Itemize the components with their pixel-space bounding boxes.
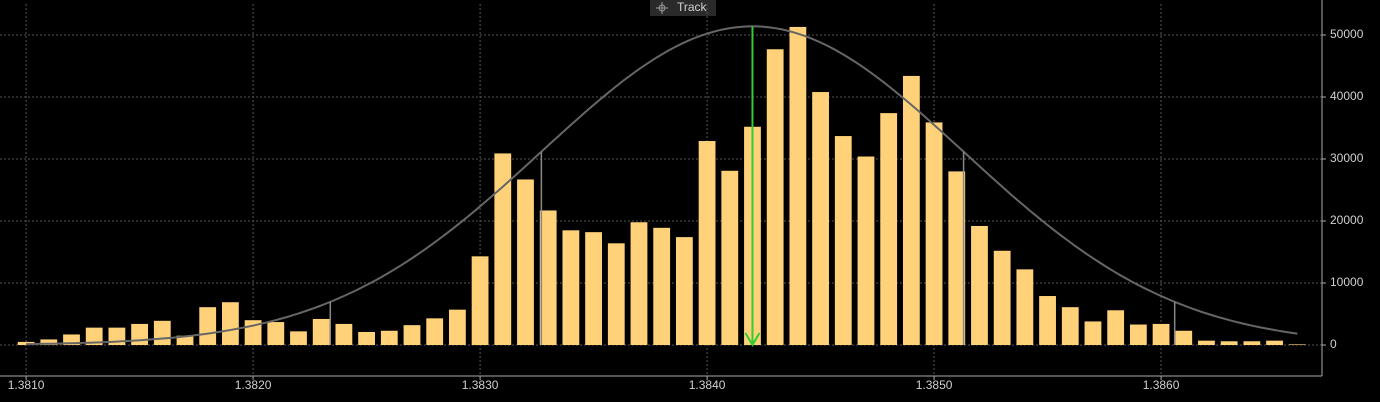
x-tick-label: 1.3840: [689, 378, 726, 392]
bar: [312, 318, 330, 345]
bar: [221, 302, 239, 345]
bar: [448, 309, 466, 345]
bar: [40, 339, 58, 345]
track-label: Track: [677, 0, 708, 14]
bar: [290, 331, 307, 345]
x-tick-label: 1.3850: [916, 378, 953, 392]
bar: [494, 153, 512, 345]
bar: [335, 323, 353, 345]
bar: [85, 327, 103, 345]
bar: [721, 170, 739, 345]
x-tick-label: 1.3810: [8, 378, 45, 392]
fit-curve: [26, 25, 1298, 346]
bar: [1129, 324, 1147, 345]
bar: [789, 26, 807, 345]
y-tick-label: 40000: [1330, 89, 1364, 103]
bar: [948, 171, 966, 345]
bar: [403, 325, 421, 345]
y-tick-label: 20000: [1330, 213, 1364, 227]
bar: [902, 75, 920, 346]
bar: [993, 250, 1011, 345]
track-button[interactable]: [650, 0, 716, 16]
bar: [812, 92, 829, 345]
bar: [1016, 269, 1034, 345]
bar: [971, 225, 988, 345]
bar: [267, 322, 285, 345]
bar: [766, 49, 784, 345]
bar: [1198, 340, 1215, 345]
track-icon: [656, 2, 668, 14]
bar: [176, 335, 194, 345]
x-tick-label: 1.3860: [1143, 378, 1180, 392]
bar: [925, 122, 943, 345]
mean-arrow: [744, 332, 761, 347]
bar: [1084, 321, 1102, 345]
bar: [471, 256, 489, 345]
bar: [1243, 341, 1261, 345]
bar: [1107, 310, 1125, 345]
bar: [1288, 344, 1306, 345]
y-tick-label: 50000: [1330, 27, 1364, 41]
bar: [517, 179, 534, 345]
bar: [131, 323, 148, 345]
bar: [1061, 307, 1079, 345]
bar: [199, 307, 217, 345]
bar: [857, 156, 875, 345]
bar: [562, 230, 580, 345]
bar: [675, 237, 693, 345]
bar: [630, 222, 648, 345]
bar: [1039, 296, 1056, 345]
bar: [1266, 340, 1283, 345]
bar: [653, 227, 671, 345]
bar: [585, 232, 602, 345]
bar: [539, 210, 557, 345]
y-tick-label: 0: [1330, 337, 1337, 351]
x-tick-label: 1.3820: [235, 378, 272, 392]
bar: [1152, 323, 1170, 345]
y-tick-label: 30000: [1330, 151, 1364, 165]
bar: [607, 243, 625, 345]
bar: [880, 113, 898, 346]
bar: [1175, 330, 1193, 345]
bar: [380, 330, 398, 345]
bar: [426, 318, 444, 345]
bar: [63, 334, 80, 345]
bar: [153, 320, 171, 345]
bar: [1220, 341, 1238, 345]
bar: [834, 136, 852, 345]
x-tick-label: 1.3830: [462, 378, 499, 392]
bar: [698, 141, 716, 345]
bar: [358, 331, 375, 345]
y-tick-label: 10000: [1330, 275, 1364, 289]
